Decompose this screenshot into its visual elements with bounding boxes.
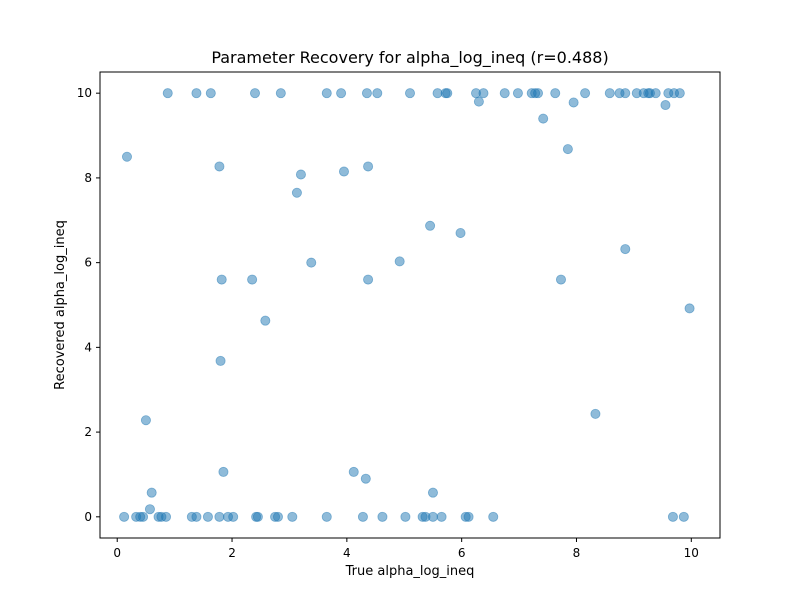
data-point-61 [249,88,260,99]
data-point-54 [295,169,306,180]
data-point-44 [394,256,405,267]
data-point-79 [538,113,549,124]
data-point-70 [442,88,453,99]
data-point-17 [287,511,298,522]
data-point-16 [272,511,283,522]
data-point-25 [436,511,447,522]
y-tick-label-0: 0 [84,510,92,524]
y-axis-ticks: 0 2 4 6 8 10 [77,86,100,524]
data-point-0 [119,511,130,522]
data-point-67 [404,88,415,99]
plot-area-frame [99,71,721,539]
data-point-36 [427,487,438,498]
data-point-45 [425,220,436,231]
y-tick-label-2: 4 [84,340,92,354]
data-point-41 [247,274,258,285]
data-point-91 [660,100,671,111]
x-tick-label-5: 10 [684,546,699,560]
data-point-33 [218,466,229,477]
x-axis-label: True alpha_log_ineq [345,564,475,579]
data-point-6 [161,511,172,522]
data-point-9 [202,511,213,522]
data-point-56 [363,161,374,172]
data-point-65 [361,88,372,99]
data-point-55 [338,166,349,177]
data-point-28 [488,511,499,522]
x-tick-label-1: 2 [228,546,236,560]
data-point-31 [144,504,155,515]
data-point-29 [667,511,678,522]
data-point-60 [205,88,216,99]
data-point-39 [260,315,271,326]
data-point-38 [215,355,226,366]
data-point-74 [499,88,510,99]
data-point-27 [463,511,474,522]
data-point-40 [216,274,227,285]
data-point-82 [580,88,591,99]
data-point-80 [550,88,561,99]
data-point-3 [138,511,149,522]
data-point-42 [306,257,317,268]
y-tick-label-5: 10 [77,86,92,100]
data-point-18 [321,511,332,522]
data-point-57 [562,144,573,155]
data-point-62 [275,88,286,99]
data-point-85 [620,88,631,99]
data-point-35 [360,473,371,484]
data-point-10 [214,511,225,522]
data-point-32 [146,487,157,498]
data-point-73 [478,88,489,99]
data-point-53 [291,187,302,198]
x-tick-label-0: 0 [113,546,121,560]
y-tick-label-3: 6 [84,256,92,270]
y-tick-label-4: 8 [84,171,92,185]
data-point-14 [252,511,263,522]
y-axis-label: Recovered alpha_log_ineq [53,220,68,390]
data-point-59 [191,88,202,99]
data-point-19 [357,511,368,522]
data-point-34 [348,466,359,477]
data-point-72 [473,96,484,107]
chart-title: Parameter Recovery for alpha_log_ineq (r… [211,48,608,68]
data-point-64 [336,88,347,99]
x-tick-label-3: 6 [458,546,466,560]
data-point-63 [321,88,332,99]
data-point-48 [590,408,601,419]
data-point-21 [400,511,411,522]
data-point-20 [377,511,388,522]
data-point-37 [140,415,151,426]
data-point-50 [684,303,695,314]
data-point-66 [372,88,383,99]
data-point-43 [363,274,374,285]
data-point-78 [533,88,544,99]
data-point-24 [427,511,438,522]
data-point-90 [650,88,661,99]
points-layer [119,88,695,522]
data-point-12 [228,511,239,522]
data-point-83 [604,88,615,99]
data-point-58 [162,88,173,99]
data-point-75 [512,88,523,99]
data-point-8 [191,511,202,522]
x-tick-label-4: 8 [573,546,581,560]
data-point-47 [555,274,566,285]
data-point-30 [678,511,689,522]
data-point-51 [121,151,132,162]
data-point-52 [214,161,225,172]
data-point-81 [568,97,579,108]
x-axis-ticks: 0 2 4 6 8 10 [113,538,699,560]
y-tick-label-1: 2 [84,425,92,439]
x-tick-label-2: 4 [343,546,351,560]
data-point-94 [674,88,685,99]
data-point-46 [455,227,466,238]
data-point-49 [620,244,631,255]
